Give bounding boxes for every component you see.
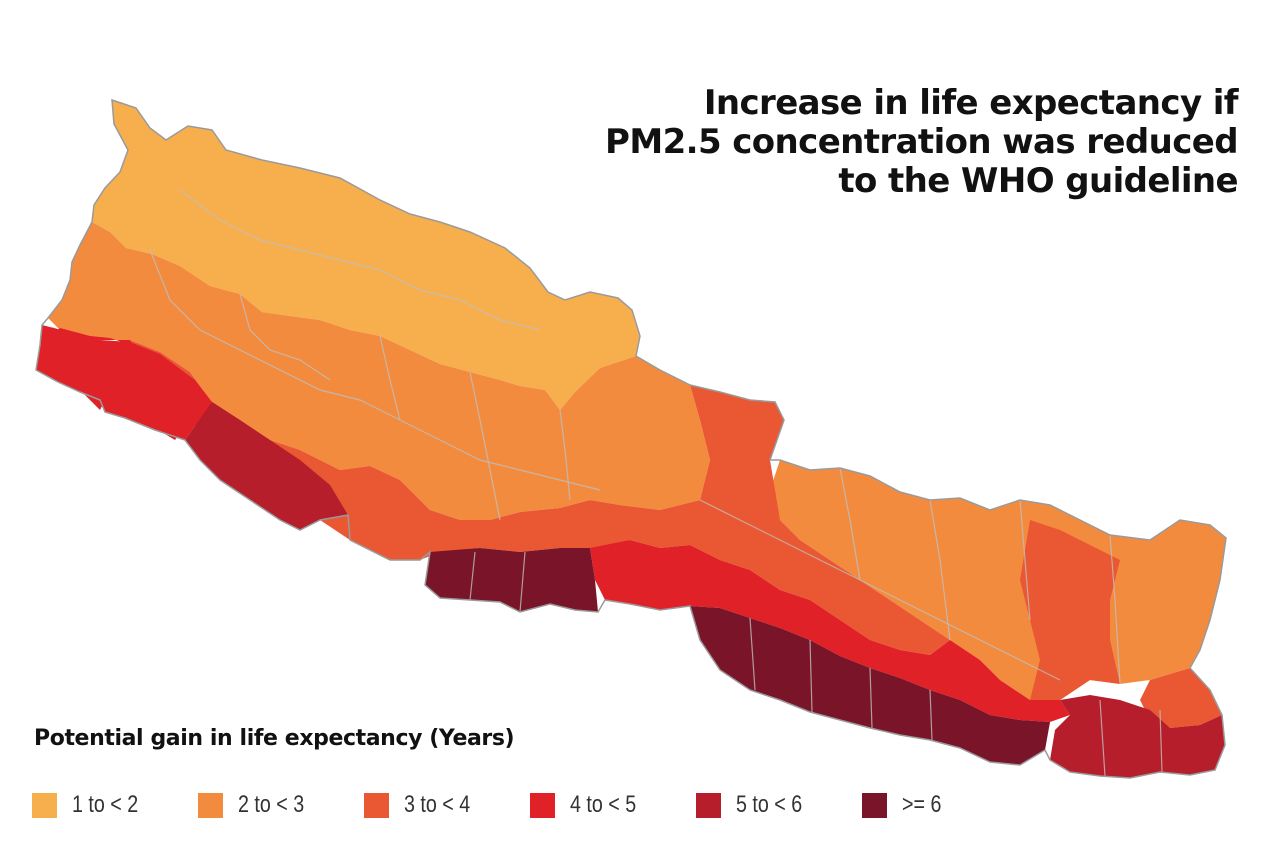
- region-6-plus-west: [425, 548, 598, 612]
- legend-swatch: [32, 792, 57, 818]
- legend-item-5-to-6: 5 to < 6: [696, 791, 828, 819]
- legend-swatch: [530, 792, 555, 818]
- legend-swatch: [364, 792, 389, 818]
- region-5-to-6-east: [1050, 695, 1225, 778]
- legend-item-2-to-3: 2 to < 3: [198, 791, 330, 819]
- title-line-3: to the WHO guideline: [838, 161, 1238, 201]
- legend-swatch: [198, 792, 223, 818]
- legend-swatch: [862, 792, 887, 818]
- legend-item-3-to-4: 3 to < 4: [364, 791, 496, 819]
- district-boundaries: [149, 189, 1163, 777]
- legend-title: Potential gain in life expectancy (Years…: [34, 726, 515, 751]
- legend-item-6-plus: >= 6: [862, 791, 994, 819]
- title-line-1: Increase in life expectancy if: [703, 83, 1239, 123]
- region-3-to-4-east: [1020, 520, 1120, 700]
- legend-label: 2 to < 3: [238, 791, 305, 818]
- region-3-to-4-west: [130, 340, 950, 655]
- country-border: [35, 98, 1227, 779]
- legend-label: 1 to < 2: [72, 791, 139, 818]
- region-5-to-6-west: [185, 402, 348, 530]
- legend: 1 to < 2 2 to < 3 3 to < 4 4 to < 5 5 to…: [32, 790, 1028, 820]
- legend-label: 5 to < 6: [736, 791, 803, 818]
- region-2-to-3-west: [48, 222, 710, 520]
- title-line-2: PM2.5 concentration was reduced: [605, 122, 1239, 162]
- legend-label: >= 6: [902, 791, 942, 818]
- legend-label: 4 to < 5: [570, 791, 637, 818]
- region-4-to-5-far-west: [36, 325, 212, 440]
- region-1-to-2: [92, 100, 640, 410]
- region-4-to-5-central: [590, 540, 1070, 722]
- legend-item-1-to-2: 1 to < 2: [32, 791, 164, 819]
- legend-label: 3 to < 4: [404, 791, 471, 818]
- legend-swatch: [696, 792, 721, 818]
- legend-item-4-to-5: 4 to < 5: [530, 791, 662, 819]
- map-title: Increase in life expectancy if PM2.5 con…: [598, 83, 1239, 201]
- region-2-to-3-east: [770, 460, 1226, 700]
